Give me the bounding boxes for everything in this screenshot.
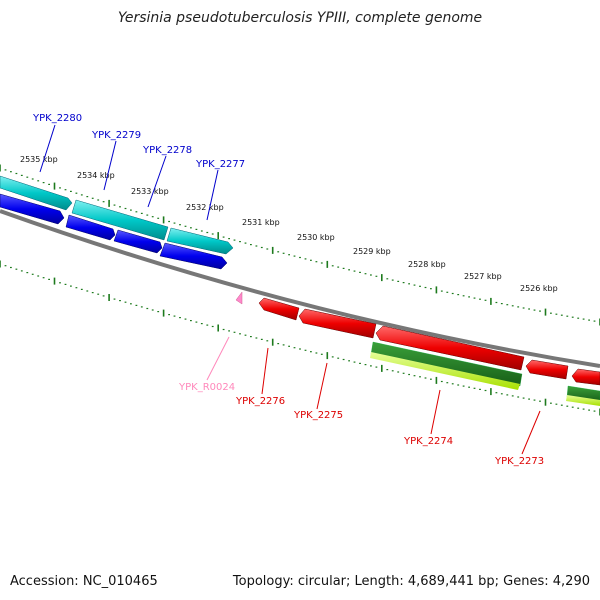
gene-feature[interactable] <box>0 193 65 225</box>
plus-cds-track <box>0 175 234 255</box>
gene-label[interactable]: YPK_2279 <box>91 130 141 141</box>
cds-feature[interactable] <box>0 175 73 211</box>
rrna-feature[interactable] <box>235 291 243 305</box>
inner-tick-row <box>0 260 600 416</box>
gene-feature[interactable] <box>571 368 600 386</box>
cds-feature[interactable] <box>166 227 234 255</box>
outer-tick-row <box>0 164 600 326</box>
ruler-label: 2529 kbp <box>353 247 391 256</box>
gene-feature[interactable] <box>113 229 163 254</box>
accession-text: Accession: NC_010465 <box>10 574 158 589</box>
minus-label-group: YPK_R0024 YPK_2276 YPK_2275 YPK_2274 YPK… <box>178 336 544 467</box>
gene-feature[interactable] <box>65 214 116 241</box>
gene-label[interactable]: YPK_2280 <box>32 113 82 124</box>
cds-feature[interactable] <box>566 395 600 406</box>
minus-cds-track <box>370 341 600 406</box>
gene-feature[interactable] <box>159 242 228 270</box>
ruler-label: 2531 kbp <box>242 218 280 227</box>
ruler-label: 2535 kbp <box>20 155 58 164</box>
gene-feature[interactable] <box>298 308 377 339</box>
cds-feature[interactable] <box>370 341 523 387</box>
gene-label[interactable]: YPK_2277 <box>195 159 245 170</box>
minus-gene-track <box>258 297 600 386</box>
cds-feature[interactable] <box>71 199 169 241</box>
ruler-label: 2528 kbp <box>408 260 446 269</box>
gene-feature[interactable] <box>258 297 300 321</box>
gene-label[interactable]: YPK_2274 <box>403 436 453 447</box>
gene-feature[interactable] <box>375 325 525 371</box>
plus-gene-track <box>0 193 228 270</box>
ruler-label: 2534 kbp <box>77 171 115 180</box>
gene-feature[interactable] <box>525 359 569 380</box>
gene-label[interactable]: YPK_2275 <box>293 410 343 421</box>
ruler-label: 2530 kbp <box>297 233 335 242</box>
ruler-label: 2533 kbp <box>131 187 169 196</box>
gene-label[interactable]: YPK_2278 <box>142 145 192 156</box>
ruler-label: 2526 kbp <box>520 284 558 293</box>
plus-label-group: YPK_2280 YPK_2279 YPK_2278 YPK_2277 <box>32 113 245 221</box>
cds-feature[interactable] <box>370 352 520 390</box>
gene-label[interactable]: YPK_2273 <box>494 456 544 467</box>
gene-label[interactable]: YPK_R0024 <box>178 382 235 393</box>
gene-label[interactable]: YPK_2276 <box>235 396 285 407</box>
ruler-label: 2527 kbp <box>464 272 502 281</box>
genome-backbone <box>0 209 600 368</box>
genome-summary: Topology: circular; Length: 4,689,441 bp… <box>232 574 590 589</box>
genome-title: Yersinia pseudotuberculosis YPIII, compl… <box>117 10 483 26</box>
ruler-label: 2532 kbp <box>186 203 224 212</box>
